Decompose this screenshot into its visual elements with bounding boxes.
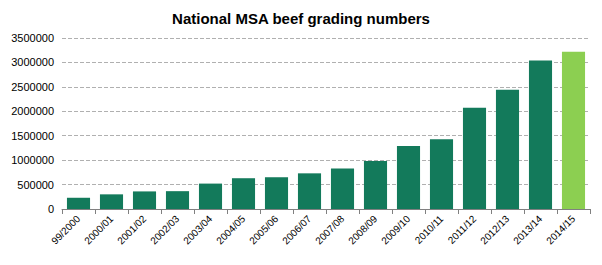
svg-text:2008/09: 2008/09	[346, 213, 380, 247]
svg-text:2009/10: 2009/10	[379, 213, 413, 247]
svg-text:3000000: 3000000	[11, 56, 54, 68]
svg-text:2004/05: 2004/05	[214, 213, 248, 247]
svg-text:0: 0	[48, 203, 54, 215]
svg-text:2000000: 2000000	[11, 105, 54, 117]
svg-text:99/2000: 99/2000	[49, 213, 83, 247]
svg-text:3500000: 3500000	[11, 32, 54, 44]
svg-text:2012/13: 2012/13	[478, 213, 512, 247]
svg-text:2011/12: 2011/12	[446, 213, 479, 246]
svg-text:2003/04: 2003/04	[181, 213, 215, 247]
svg-text:2013/14: 2013/14	[511, 213, 545, 247]
svg-text:2014/15: 2014/15	[544, 213, 578, 247]
svg-text:National MSA beef grading numb: National MSA beef grading numbers	[172, 10, 430, 27]
svg-text:2002/03: 2002/03	[148, 213, 182, 247]
svg-text:2006/07: 2006/07	[280, 213, 314, 247]
svg-text:2000/01: 2000/01	[82, 213, 116, 247]
svg-text:1000000: 1000000	[11, 154, 54, 166]
svg-text:2007/08: 2007/08	[313, 213, 347, 247]
svg-text:2010/11: 2010/11	[413, 213, 446, 246]
svg-text:500000: 500000	[17, 179, 54, 191]
svg-text:1500000: 1500000	[11, 130, 54, 142]
svg-text:2001/02: 2001/02	[115, 213, 149, 247]
svg-text:2500000: 2500000	[11, 81, 54, 93]
svg-text:2005/06: 2005/06	[247, 213, 281, 247]
